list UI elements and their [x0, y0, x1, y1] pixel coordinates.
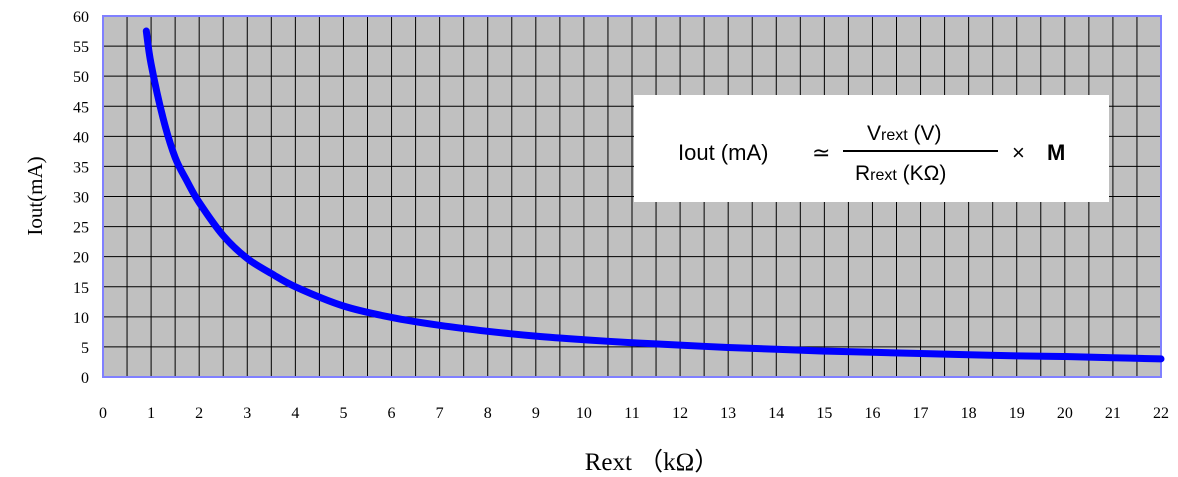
x-tick-label: 0 — [99, 405, 107, 422]
plot-border — [102, 15, 1162, 378]
formula-numerator: Vrext (V) — [867, 122, 942, 145]
x-tick-label: 11 — [624, 405, 639, 422]
formula-times: × — [1012, 140, 1025, 165]
numerator-sub: rext — [881, 127, 908, 144]
formula-factor: M — [1047, 140, 1065, 165]
denominator-r: R — [855, 162, 870, 185]
y-tick-label: 35 — [73, 159, 89, 176]
x-tick-label: 6 — [388, 405, 396, 422]
x-tick-label: 10 — [576, 405, 592, 422]
x-tick-labels: 0 1 2 3 4 5 6 7 8 9 10 11 12 13 14 15 16 17 18 19 20 21 22 — [99, 405, 1169, 422]
x-tick-label: 15 — [816, 405, 832, 422]
y-tick-label: 10 — [73, 310, 89, 327]
x-tick-label: 18 — [961, 405, 977, 422]
series-group — [142, 27, 1165, 363]
y-tick-label: 25 — [73, 220, 89, 237]
x-tick-label: 16 — [864, 405, 880, 422]
y-tick-label: 0 — [81, 370, 89, 387]
formula-lhs: Iout (mA) — [678, 140, 768, 165]
numerator-unit: (V) — [908, 122, 942, 145]
y-tick-label: 5 — [81, 340, 89, 357]
denominator-unit: (KΩ) — [897, 162, 947, 185]
formula-box: Iout (mA) ≃ Vrext (V) Rrext (KΩ) × M — [634, 95, 1109, 202]
x-tick-label: 1 — [147, 405, 155, 422]
x-tick-label: 14 — [768, 405, 784, 422]
denominator-sub: rext — [870, 167, 897, 184]
numerator-v: V — [867, 122, 881, 145]
formula-approx-symbol: ≃ — [812, 140, 830, 165]
x-tick-label: 20 — [1057, 405, 1073, 422]
x-tick-label: 4 — [291, 405, 299, 422]
x-tick-label: 21 — [1105, 405, 1121, 422]
grid-lines — [103, 16, 1161, 377]
y-tick-label: 50 — [73, 69, 89, 86]
x-tick-label: 22 — [1153, 405, 1169, 422]
x-tick-label: 19 — [1009, 405, 1025, 422]
y-tick-label: 55 — [73, 39, 89, 56]
y-axis-title: Iout(mA) — [23, 156, 47, 235]
x-tick-label: 17 — [913, 405, 929, 422]
x-tick-label: 12 — [672, 405, 688, 422]
formula-denominator: Rrext (KΩ) — [855, 162, 946, 185]
y-tick-label: 60 — [73, 9, 89, 26]
y-tick-labels: 0 5 10 15 20 25 30 35 40 45 50 55 60 — [73, 9, 89, 387]
x-tick-label: 3 — [243, 405, 251, 422]
y-tick-label: 30 — [73, 190, 89, 207]
x-tick-label: 8 — [484, 405, 492, 422]
y-tick-label: 45 — [73, 99, 89, 116]
x-tick-label: 9 — [532, 405, 540, 422]
x-tick-label: 5 — [339, 405, 347, 422]
x-tick-label: 2 — [195, 405, 203, 422]
y-tick-label: 20 — [73, 250, 89, 267]
y-tick-label: 15 — [73, 280, 89, 297]
x-axis-title: Rext （kΩ） — [585, 448, 720, 476]
y-tick-label: 40 — [73, 129, 89, 146]
x-tick-label: 13 — [720, 405, 736, 422]
x-tick-label: 7 — [436, 405, 444, 422]
series-line — [142, 27, 1165, 363]
